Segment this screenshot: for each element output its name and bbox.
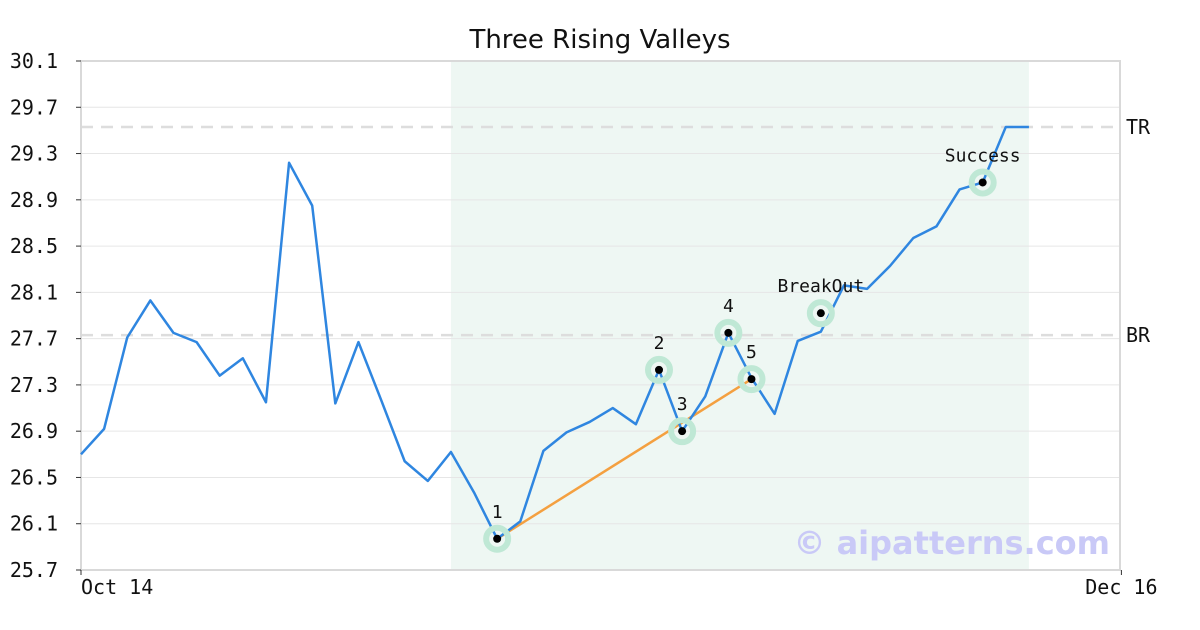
annotation-halo (483, 524, 512, 553)
annotation-point (724, 328, 733, 337)
plot-frame (80, 60, 1121, 571)
annotation-label: BreakOut (777, 276, 864, 297)
annotation-point (978, 178, 987, 187)
price-line (80, 125, 1029, 541)
y-tick-label: 30.1 (10, 49, 58, 73)
price-series (80, 125, 1029, 541)
annotation-label: 4 (723, 296, 734, 317)
annotation-halo (737, 365, 766, 394)
annotation-label: 1 (492, 502, 503, 523)
level-label-tr: TR (1126, 115, 1151, 139)
x-axis-ticks: Oct 14 Dec 16 (80, 570, 1158, 599)
annotation-point (493, 534, 502, 543)
annotation-halo (714, 318, 743, 347)
y-tick-label: 28.1 (10, 280, 58, 304)
annotation-point (747, 375, 756, 384)
valley-trendline (496, 378, 753, 540)
x-tick-label: Oct 14 (81, 575, 153, 599)
annotation-label: 5 (746, 342, 757, 363)
annotation-point (655, 365, 663, 374)
x-tick-label: Dec 16 (1085, 575, 1157, 599)
y-tick-label: 27.3 (10, 373, 58, 397)
y-tick-label: 28.9 (10, 188, 58, 212)
chart-title: Three Rising Valleys (468, 25, 730, 55)
annotation-label: Success (945, 145, 1021, 166)
annotation-point (678, 427, 687, 436)
y-tick-label: 28.5 (10, 234, 58, 258)
y-tick-label: 25.7 (10, 558, 58, 582)
y-tick-label: 27.7 (10, 327, 58, 351)
level-lines: TR BR (81, 115, 1151, 347)
y-tick-label: 26.5 (10, 465, 58, 489)
y-tick-label: 26.1 (10, 512, 58, 536)
highlight-region (450, 61, 1029, 570)
annotation-halo (968, 168, 997, 197)
annotation-halo (668, 417, 697, 446)
watermark: © aipatterns.com (793, 524, 1110, 562)
y-tick-label: 29.7 (10, 95, 58, 119)
annotation-label: 3 (677, 394, 688, 415)
level-label-br: BR (1126, 323, 1151, 347)
annotation-point (816, 309, 825, 318)
annotation-label: 2 (654, 333, 665, 354)
annotation-halo (806, 299, 835, 328)
y-tick-label: 29.3 (10, 142, 58, 166)
annotation-halo (645, 355, 673, 384)
y-tick-label: 26.9 (10, 419, 58, 443)
pattern-annotations: 1 2 3 4 5 BreakOut Success (483, 145, 1021, 553)
y-axis-ticks: 30.1 29.7 29.3 28.9 28.5 28.1 27.7 27.3 26.9 26.5… (10, 49, 81, 582)
